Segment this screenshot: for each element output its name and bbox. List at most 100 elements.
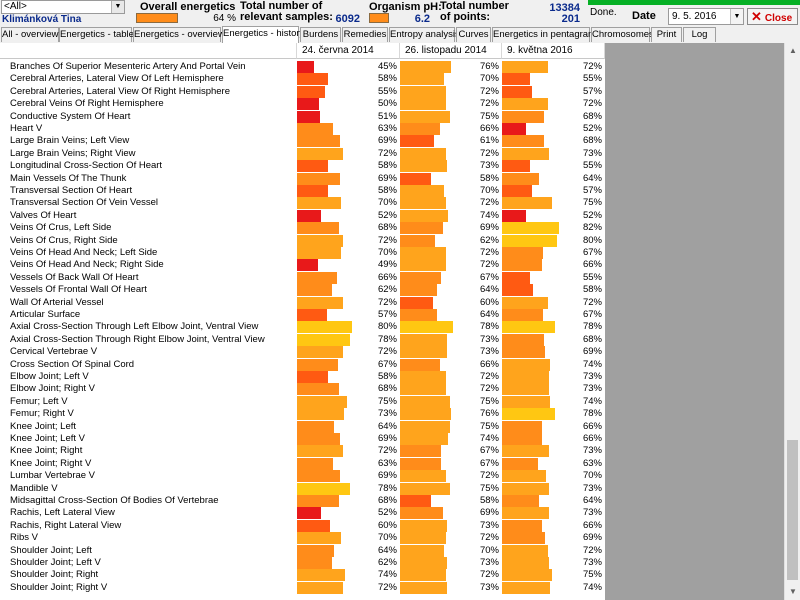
energy-cell[interactable]: 66%: [502, 259, 605, 272]
energy-cell[interactable]: 66%: [502, 433, 605, 445]
energy-cell[interactable]: 63%: [297, 123, 400, 135]
energy-cell[interactable]: 72%: [400, 259, 502, 272]
energy-cell[interactable]: 74%: [502, 358, 605, 371]
tab-energetics-table[interactable]: Energetics - table: [59, 27, 134, 42]
energy-cell[interactable]: 68%: [502, 110, 605, 123]
energy-cell[interactable]: 69%: [297, 172, 400, 185]
energy-cell[interactable]: 72%: [297, 234, 400, 247]
energy-cell[interactable]: 58%: [400, 172, 502, 185]
energy-cell[interactable]: 57%: [297, 309, 400, 321]
energy-cell[interactable]: 66%: [400, 358, 502, 371]
energy-cell[interactable]: 73%: [400, 333, 502, 346]
table-row[interactable]: Rachis, Right Lateral View 60% 73% 66%: [0, 519, 605, 532]
energy-cell[interactable]: 78%: [297, 482, 400, 495]
energy-cell[interactable]: 72%: [297, 346, 400, 359]
table-row[interactable]: Main Vessels Of The Thunk 69% 58% 64%: [0, 172, 605, 185]
scroll-down-icon[interactable]: ▼: [789, 587, 797, 596]
energy-cell[interactable]: 69%: [297, 470, 400, 483]
energy-cell[interactable]: 55%: [297, 85, 400, 98]
tab-remedies[interactable]: Remedies: [342, 27, 388, 42]
table-row[interactable]: Large Brain Veins; Right View 72% 72% 73%: [0, 147, 605, 160]
energy-cell[interactable]: 76%: [400, 408, 502, 421]
energy-cell[interactable]: 67%: [502, 309, 605, 321]
energy-cell[interactable]: 66%: [502, 420, 605, 433]
energy-cell[interactable]: 73%: [400, 557, 502, 569]
energy-cell[interactable]: 72%: [400, 371, 502, 383]
tab-energetics-in-pentagram[interactable]: Energetics in pentagram: [492, 27, 596, 42]
energy-cell[interactable]: 75%: [297, 395, 400, 408]
energy-cell[interactable]: 52%: [297, 507, 400, 520]
energy-cell[interactable]: 72%: [400, 247, 502, 259]
chevron-down-icon[interactable]: ▼: [730, 9, 743, 24]
table-row[interactable]: Lumbar Vertebrae V 69% 72% 70%: [0, 470, 605, 483]
energy-cell[interactable]: 74%: [502, 395, 605, 408]
table-row[interactable]: Elbow Joint; Right V 68% 72% 73%: [0, 383, 605, 396]
tab-entropy-analysis[interactable]: Entropy analysis: [389, 27, 460, 42]
energy-cell[interactable]: 78%: [297, 333, 400, 346]
energy-cell[interactable]: 72%: [400, 85, 502, 98]
energy-cell[interactable]: 58%: [297, 160, 400, 173]
energy-cell[interactable]: 72%: [400, 569, 502, 582]
table-row[interactable]: Axial Cross-Section Through Left Elbow J…: [0, 321, 605, 334]
energy-cell[interactable]: 73%: [502, 147, 605, 160]
energy-cell[interactable]: 75%: [400, 110, 502, 123]
patient-filter-select[interactable]: <All> ▼: [1, 0, 125, 14]
table-row[interactable]: Axial Cross-Section Through Right Elbow …: [0, 333, 605, 346]
column-header[interactable]: 24. června 2014: [297, 43, 400, 59]
energy-cell[interactable]: 73%: [400, 160, 502, 173]
table-row[interactable]: Midsagittal Cross-Section Of Bodies Of V…: [0, 495, 605, 507]
energy-cell[interactable]: 60%: [297, 519, 400, 532]
table-row[interactable]: Veins Of Head And Neck; Left Side 70% 72% 6…: [0, 247, 605, 259]
energy-cell[interactable]: 72%: [297, 296, 400, 309]
energy-cell[interactable]: 82%: [502, 222, 605, 235]
energy-cell[interactable]: 80%: [502, 234, 605, 247]
table-row[interactable]: Knee Joint; Right 72% 67% 73%: [0, 445, 605, 458]
energy-cell[interactable]: 73%: [502, 482, 605, 495]
table-row[interactable]: Shoulder Joint; Right 74% 72% 75%: [0, 569, 605, 582]
energy-cell[interactable]: 74%: [400, 433, 502, 445]
energy-cell[interactable]: 75%: [502, 569, 605, 582]
energy-cell[interactable]: 55%: [502, 73, 605, 86]
tab-chromosomes[interactable]: Chromosomes: [591, 27, 654, 42]
table-row[interactable]: Knee Joint; Left 64% 75% 66%: [0, 420, 605, 433]
table-row[interactable]: Valves Of Heart 52% 74% 52%: [0, 209, 605, 222]
energy-cell[interactable]: 66%: [502, 519, 605, 532]
table-row[interactable]: Cervical Vertebrae V 72% 73% 69%: [0, 346, 605, 359]
table-row[interactable]: Shoulder Joint; Left V 62% 73% 73%: [0, 557, 605, 569]
energy-cell[interactable]: 75%: [400, 420, 502, 433]
tab-log[interactable]: Log: [683, 27, 716, 42]
tab-all-overview[interactable]: All - overview: [1, 27, 59, 42]
energy-cell[interactable]: 74%: [297, 569, 400, 582]
energy-cell[interactable]: 72%: [400, 470, 502, 483]
column-header[interactable]: 26. listopadu 2014: [400, 43, 502, 59]
tab-energetics-overview[interactable]: Energetics - overview: [133, 27, 225, 42]
energy-cell[interactable]: 68%: [297, 383, 400, 396]
energy-cell[interactable]: 57%: [502, 85, 605, 98]
table-row[interactable]: Shoulder Joint; Right V 72% 73% 74%: [0, 581, 605, 594]
energy-cell[interactable]: 70%: [400, 185, 502, 197]
energy-cell[interactable]: 63%: [502, 457, 605, 470]
energy-cell[interactable]: 72%: [400, 98, 502, 111]
energy-cell[interactable]: 72%: [297, 147, 400, 160]
energy-cell[interactable]: 69%: [297, 135, 400, 148]
table-row[interactable]: Mandible V 78% 75% 73%: [0, 482, 605, 495]
close-button[interactable]: ✕ Close: [747, 8, 798, 25]
energy-cell[interactable]: 68%: [502, 135, 605, 148]
table-row[interactable]: Articular Surface 57% 64% 67%: [0, 309, 605, 321]
energy-cell[interactable]: 75%: [400, 482, 502, 495]
table-row[interactable]: Veins Of Crus, Left Side 68% 69% 82%: [0, 222, 605, 235]
table-row[interactable]: Wall Of Arterial Vessel 72% 60% 72%: [0, 296, 605, 309]
energy-cell[interactable]: 67%: [400, 445, 502, 458]
energy-cell[interactable]: 73%: [502, 507, 605, 520]
energy-cell[interactable]: 69%: [502, 532, 605, 545]
table-row[interactable]: Large Brain Veins; Left View 69% 61% 68%: [0, 135, 605, 148]
energy-cell[interactable]: 78%: [502, 408, 605, 421]
energy-cell[interactable]: 67%: [400, 457, 502, 470]
table-row[interactable]: Femur; Left V 75% 75% 74%: [0, 395, 605, 408]
energy-cell[interactable]: 72%: [400, 532, 502, 545]
energy-cell[interactable]: 72%: [400, 147, 502, 160]
table-row[interactable]: Conductive System Of Heart 51% 75% 68%: [0, 110, 605, 123]
energy-cell[interactable]: 52%: [502, 209, 605, 222]
scroll-up-icon[interactable]: ▲: [789, 46, 797, 55]
energy-cell[interactable]: 69%: [297, 433, 400, 445]
